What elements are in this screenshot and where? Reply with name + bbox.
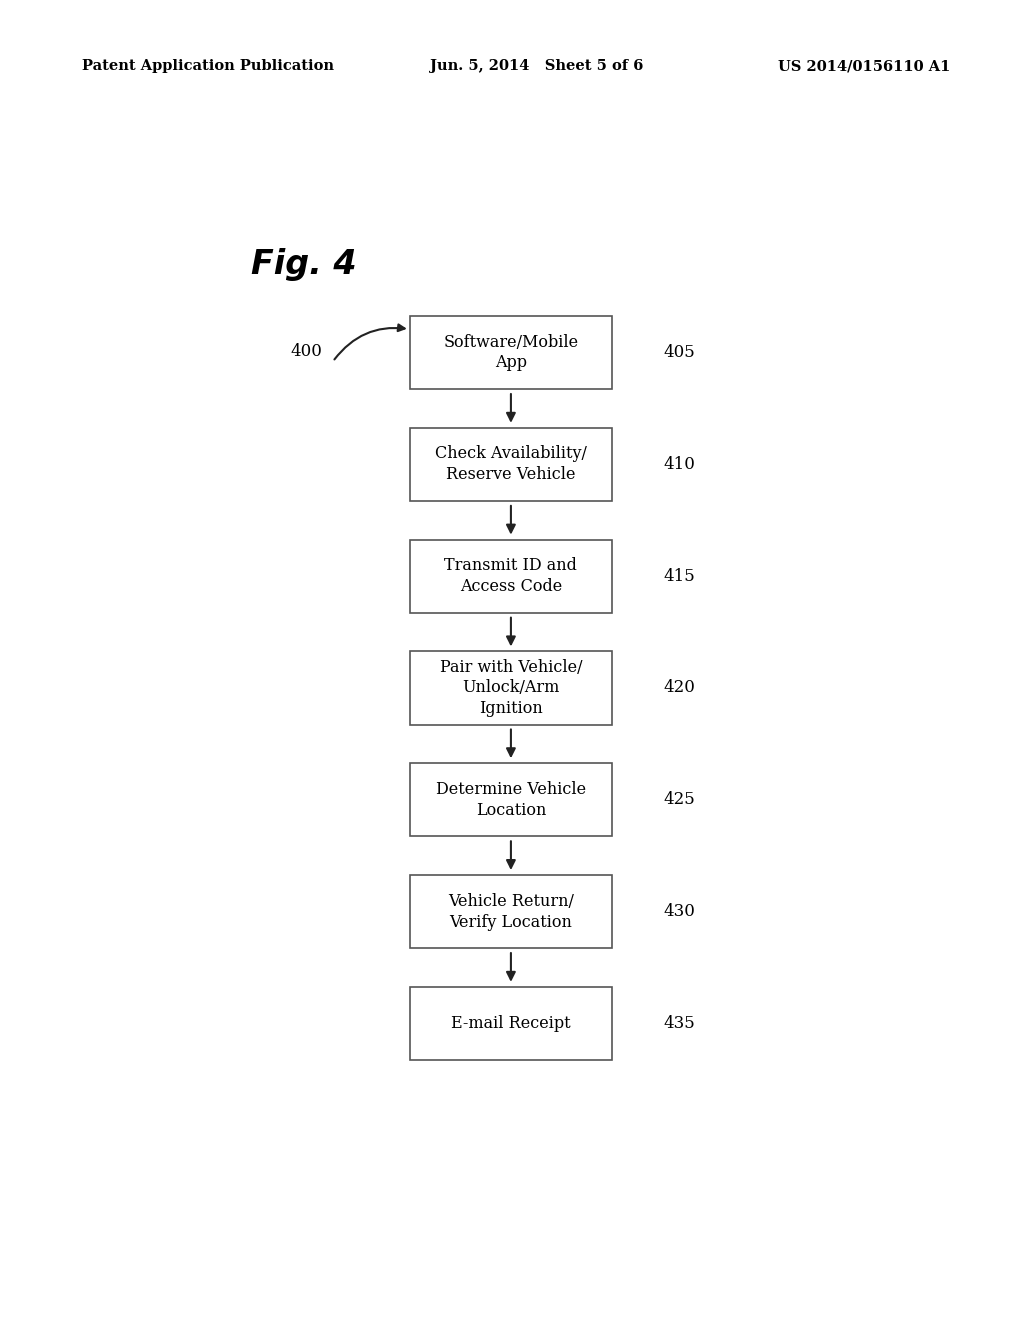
Bar [410, 315, 612, 389]
Text: E-mail Receipt: E-mail Receipt [452, 1015, 570, 1032]
Text: 405: 405 [664, 345, 695, 362]
Text: 415: 415 [664, 568, 695, 585]
Bar [410, 428, 612, 500]
Text: Pair with Vehicle/
Unlock/Arm
Ignition: Pair with Vehicle/ Unlock/Arm Ignition [439, 659, 583, 717]
Text: Patent Application Publication: Patent Application Publication [82, 59, 334, 74]
Text: 430: 430 [664, 903, 695, 920]
Text: 435: 435 [664, 1015, 695, 1032]
Bar [410, 987, 612, 1060]
Text: Vehicle Return/
Verify Location: Vehicle Return/ Verify Location [447, 892, 573, 931]
Bar [410, 763, 612, 837]
Text: 410: 410 [664, 455, 695, 473]
Text: Check Availability/
Reserve Vehicle: Check Availability/ Reserve Vehicle [435, 445, 587, 483]
Text: Transmit ID and
Access Code: Transmit ID and Access Code [444, 557, 578, 595]
Text: Determine Vehicle
Location: Determine Vehicle Location [436, 781, 586, 818]
Text: US 2014/0156110 A1: US 2014/0156110 A1 [778, 59, 950, 74]
Text: Fig. 4: Fig. 4 [251, 248, 356, 281]
Text: 425: 425 [664, 791, 695, 808]
Text: 400: 400 [291, 343, 323, 360]
Bar [410, 540, 612, 612]
Bar [410, 875, 612, 948]
Bar [410, 651, 612, 725]
Text: 420: 420 [664, 680, 695, 697]
Text: Software/Mobile
App: Software/Mobile App [443, 334, 579, 371]
Text: Jun. 5, 2014   Sheet 5 of 6: Jun. 5, 2014 Sheet 5 of 6 [430, 59, 643, 74]
